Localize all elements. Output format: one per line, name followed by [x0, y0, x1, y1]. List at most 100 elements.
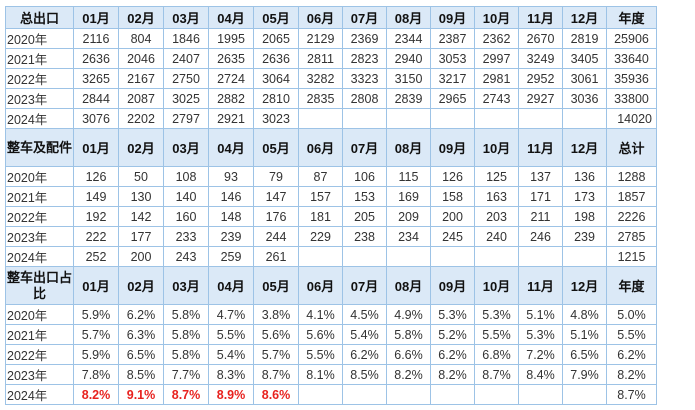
- table-cell: 2839: [386, 88, 431, 109]
- table-cell: 8.9%: [208, 384, 254, 405]
- table-cell: [386, 246, 431, 267]
- table-cell: 261: [253, 246, 299, 267]
- table-cell: 130: [118, 186, 164, 207]
- table-cell: 2226: [606, 206, 657, 227]
- table-cell: 8.2%: [430, 364, 475, 385]
- table-cell: 5.6%: [298, 324, 343, 345]
- table-cell: 5.5%: [606, 324, 657, 345]
- column-header: 年度: [606, 6, 657, 29]
- table-cell: 252: [73, 246, 119, 267]
- table-cell: 2844: [73, 88, 119, 109]
- column-header: 12月: [562, 266, 607, 305]
- table-cell: 3323: [342, 68, 387, 89]
- table-cell: 5.3%: [474, 304, 519, 325]
- table-cell: [518, 384, 563, 405]
- table-cell: 115: [386, 166, 431, 187]
- table-cell: 1215: [606, 246, 657, 267]
- table-cell: 245: [430, 226, 475, 247]
- table-cell: 2952: [518, 68, 563, 89]
- watermark: ◦ ◦ ◦: [530, 372, 548, 384]
- table-cell: [342, 108, 387, 129]
- column-header: 06月: [298, 266, 343, 305]
- table-cell: 2116: [73, 28, 119, 49]
- section-title: 整车及配件: [5, 128, 74, 167]
- table-cell: 5.5%: [208, 324, 254, 345]
- table-cell: 6.3%: [118, 324, 164, 345]
- table-cell: 14020: [606, 108, 657, 129]
- table-cell: 229: [298, 226, 343, 247]
- column-header: 12月: [562, 6, 607, 29]
- column-header: 06月: [298, 128, 343, 167]
- table-cell: 140: [163, 186, 209, 207]
- table-cell: 2940: [386, 48, 431, 69]
- column-header: 09月: [430, 128, 475, 167]
- row-label: 2020年: [5, 28, 74, 49]
- table-row: 2021年 5.7% 6.3% 5.8% 5.5% 5.6% 5.6% 5.4% 5.8% 5.2…: [5, 324, 657, 345]
- table-cell: 8.3%: [208, 364, 254, 385]
- table-cell: 108: [163, 166, 209, 187]
- table-cell: 5.4%: [342, 324, 387, 345]
- table-cell: 5.5%: [298, 344, 343, 365]
- table-cell: 2927: [518, 88, 563, 109]
- table-cell: 2167: [118, 68, 164, 89]
- table-cell: 50: [118, 166, 164, 187]
- table-cell: 181: [298, 206, 343, 227]
- table-cell: 160: [163, 206, 209, 227]
- table-cell: 3023: [253, 108, 299, 129]
- table-cell: 169: [386, 186, 431, 207]
- table-cell: 2981: [474, 68, 519, 89]
- table-cell: 192: [73, 206, 119, 227]
- row-label: 2022年: [5, 344, 74, 365]
- table-cell: 2670: [518, 28, 563, 49]
- table-cell: 259: [208, 246, 254, 267]
- table-cell: 243: [163, 246, 209, 267]
- table-cell: [474, 108, 519, 129]
- table-cell: [298, 246, 343, 267]
- table-cell: 149: [73, 186, 119, 207]
- column-header: 02月: [118, 266, 164, 305]
- table-row: 2021年 2636 2046 2407 2635 2636 2811 2823 2940 305…: [5, 48, 657, 69]
- column-header: 08月: [386, 266, 431, 305]
- table-cell: [430, 246, 475, 267]
- table-cell: 238: [342, 226, 387, 247]
- table-cell: 7.7%: [163, 364, 209, 385]
- table-cell: 5.1%: [518, 304, 563, 325]
- table-cell: 5.0%: [606, 304, 657, 325]
- table-cell: 5.3%: [430, 304, 475, 325]
- table-row: 2022年 3265 2167 2750 2724 3064 3282 3323 3150 321…: [5, 68, 657, 89]
- column-header: 07月: [342, 266, 387, 305]
- column-header: 04月: [208, 6, 254, 29]
- table-cell: 173: [562, 186, 607, 207]
- column-header: 05月: [253, 266, 299, 305]
- table-row: 2024年 252 200 243 259 261 1215: [5, 246, 657, 267]
- table-cell: 158: [430, 186, 475, 207]
- column-header: 10月: [474, 128, 519, 167]
- column-header: 11月: [518, 6, 563, 29]
- table-cell: 200: [430, 206, 475, 227]
- column-header: 年度: [606, 266, 657, 305]
- column-header: 02月: [118, 128, 164, 167]
- table-cell: 5.6%: [253, 324, 299, 345]
- column-header: 11月: [518, 128, 563, 167]
- table-cell: 177: [118, 226, 164, 247]
- table-cell: [518, 108, 563, 129]
- table-cell: 244: [253, 226, 299, 247]
- column-header: 总计: [606, 128, 657, 167]
- table-cell: 246: [518, 226, 563, 247]
- table-cell: 126: [73, 166, 119, 187]
- table-cell: 3025: [163, 88, 209, 109]
- column-header: 04月: [208, 128, 254, 167]
- table-cell: 147: [253, 186, 299, 207]
- table-cell: 8.7%: [253, 364, 299, 385]
- table-cell: 2202: [118, 108, 164, 129]
- table-cell: 136: [562, 166, 607, 187]
- column-header: 08月: [386, 6, 431, 29]
- column-header: 03月: [163, 6, 209, 29]
- table-cell: 148: [208, 206, 254, 227]
- table-cell: 2965: [430, 88, 475, 109]
- column-header: 06月: [298, 6, 343, 29]
- table-cell: 3217: [430, 68, 475, 89]
- table-cell: 2811: [298, 48, 343, 69]
- column-header: 04月: [208, 266, 254, 305]
